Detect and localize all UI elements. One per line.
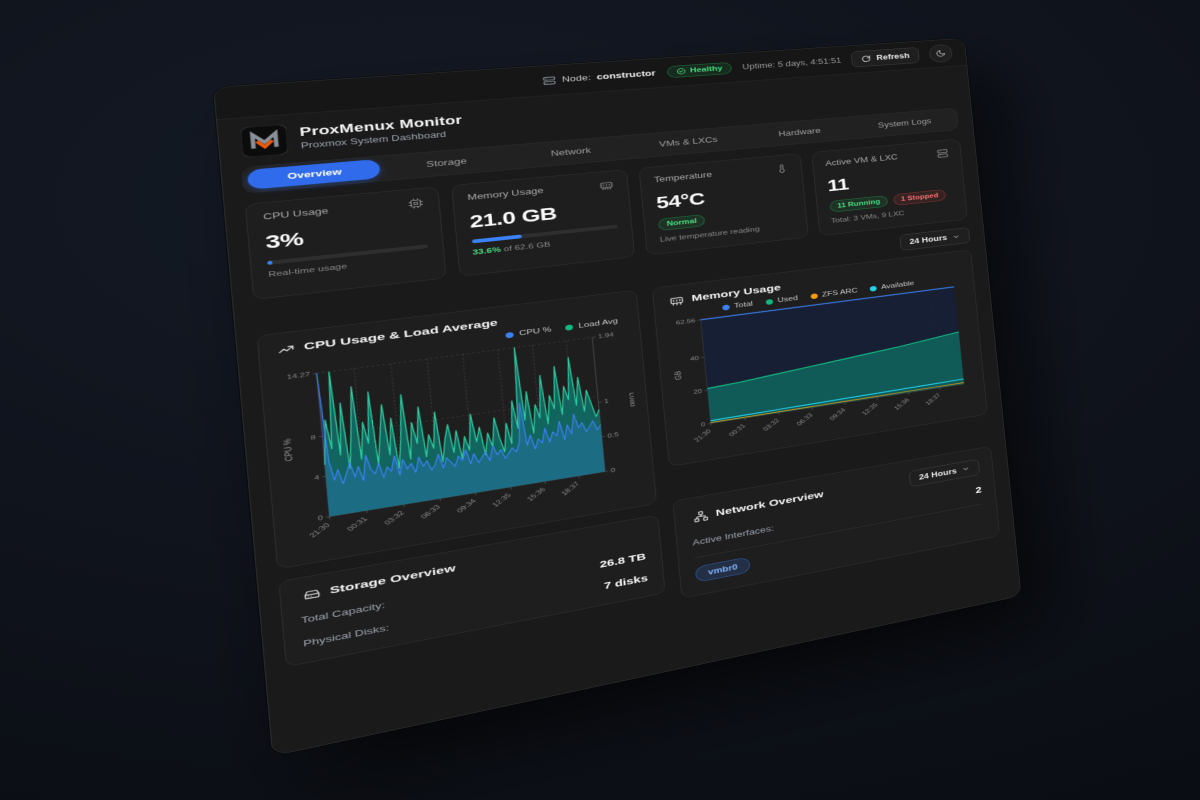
active-vm-lxc-card: Active VM & LXC 11 11 Running 1 Stopped … xyxy=(810,138,968,237)
svg-text:00:31: 00:31 xyxy=(727,422,748,438)
app-header: ProxMenux Monitor Proxmox System Dashboa… xyxy=(217,66,971,168)
legend-dot-zfs-arc xyxy=(810,292,818,300)
app-title-block: ProxMenux Monitor Proxmox System Dashboa… xyxy=(299,114,464,151)
check-circle-icon xyxy=(676,67,687,75)
temperature-card: Temperature 54°C Normal Live temperature… xyxy=(638,153,809,256)
uptime-text: Uptime: 5 days, 4:51:51 xyxy=(742,56,842,72)
svg-text:15:36: 15:36 xyxy=(892,396,911,411)
temperature-card-label: Temperature xyxy=(653,170,713,185)
app-logo xyxy=(240,124,289,158)
svg-text:09:34: 09:34 xyxy=(828,406,848,421)
node-label: Node: xyxy=(561,73,592,84)
cpu-load-chart: 21:30 00:31 03:32 06:33 09:34 12:35 15:36 18:37… xyxy=(281,331,639,539)
trending-up-icon xyxy=(277,342,296,356)
tab-storage[interactable]: Storage xyxy=(383,148,509,178)
network-title: Network Overview xyxy=(715,489,824,519)
dashboard-panel: Node: constructor Healthy Uptime: 5 days… xyxy=(213,37,1022,757)
hard-drive-icon xyxy=(303,587,322,602)
memory-usage-card: Memory Usage 21.0 GB 33.6% of 62.6 GB xyxy=(450,169,636,277)
legend-dot-cpu xyxy=(505,331,515,339)
refresh-icon xyxy=(861,55,871,63)
legend-dot-used xyxy=(765,298,774,305)
svg-text:18:37: 18:37 xyxy=(559,480,581,496)
thermometer-icon xyxy=(774,163,788,174)
memory-card-label: Memory Usage xyxy=(467,186,544,203)
memory-usage-chart: 21:30 00:31 03:32 06:33 09:34 12:35 15:36 18:37… xyxy=(673,280,976,444)
memory-chart-card: Memory Usage Total Used ZFS ARC Availabl… xyxy=(651,249,988,467)
node-name: constructor xyxy=(596,68,656,82)
tab-hardware[interactable]: Hardware xyxy=(746,119,853,145)
storage-overview-card: Storage Overview Total Capacity: 26.8 TB… xyxy=(278,514,666,668)
total-capacity-value: 26.8 TB xyxy=(599,551,647,571)
legend-dot-total xyxy=(721,304,730,311)
network-icon xyxy=(693,509,709,523)
physical-disks-value: 7 disks xyxy=(603,572,649,592)
temperature-status-badge: Normal xyxy=(657,214,706,232)
left-column: CPU Usage & Load Average CPU % Load Avg … xyxy=(256,289,666,668)
legend-dot-available xyxy=(869,285,877,292)
theme-toggle-button[interactable] xyxy=(928,43,954,64)
server-stack-icon xyxy=(936,148,949,159)
chevron-down-icon xyxy=(962,465,971,473)
cpu-chip-icon xyxy=(407,197,424,209)
server-icon xyxy=(542,75,556,85)
memory-icon xyxy=(669,294,685,307)
vm-card-label: Active VM & LXC xyxy=(824,152,899,168)
network-overview-card: Network Overview 24 Hours Active Interfa… xyxy=(672,445,1001,599)
svg-text:0: 0 xyxy=(701,420,706,428)
svg-text:20: 20 xyxy=(693,387,703,395)
svg-text:62.56: 62.56 xyxy=(675,317,695,326)
tab-system-logs[interactable]: System Logs xyxy=(854,111,955,136)
chevron-down-icon xyxy=(952,233,961,240)
cpu-card-label: CPU Usage xyxy=(262,206,329,222)
interface-badge: vmbr0 xyxy=(694,556,751,583)
svg-text:12:35: 12:35 xyxy=(860,401,879,416)
svg-text:GB: GB xyxy=(673,370,683,380)
svg-text:1.94: 1.94 xyxy=(598,331,615,340)
svg-text:0.5: 0.5 xyxy=(607,430,619,439)
active-interfaces-value: 2 xyxy=(975,484,983,496)
svg-text:21:30: 21:30 xyxy=(307,521,332,539)
legend-dot-load xyxy=(565,323,574,331)
svg-text:14.27: 14.27 xyxy=(286,370,310,381)
svg-text:03:32: 03:32 xyxy=(761,417,781,432)
charts-grid: CPU Usage & Load Average CPU % Load Avg … xyxy=(256,249,1001,676)
svg-text:09:34: 09:34 xyxy=(455,497,478,514)
right-column: Memory Usage Total Used ZFS ARC Availabl… xyxy=(651,249,1001,599)
stopped-badge: 1 Stopped xyxy=(893,189,947,206)
svg-text:12:35: 12:35 xyxy=(490,491,513,508)
svg-text:00:31: 00:31 xyxy=(345,515,370,532)
svg-text:0: 0 xyxy=(317,513,323,521)
network-time-range-select[interactable]: 24 Hours xyxy=(908,458,980,488)
node-info: Node: constructor xyxy=(542,69,656,86)
health-badge: Healthy xyxy=(666,62,732,79)
time-range-select[interactable]: 24 Hours xyxy=(899,227,971,251)
svg-text:18:37: 18:37 xyxy=(924,392,943,407)
svg-text:06:33: 06:33 xyxy=(795,412,815,427)
tab-vms-lxcs[interactable]: VMs & LXCs xyxy=(631,128,744,155)
svg-text:8: 8 xyxy=(310,433,316,441)
tab-network[interactable]: Network xyxy=(511,138,630,166)
svg-text:15:36: 15:36 xyxy=(525,486,548,503)
svg-text:4: 4 xyxy=(314,473,320,481)
svg-text:Load: Load xyxy=(628,392,639,407)
tilted-dashboard-window: Node: constructor Healthy Uptime: 5 days… xyxy=(213,37,1022,757)
cpu-load-chart-card: CPU Usage & Load Average CPU % Load Avg … xyxy=(256,289,658,570)
running-badge: 11 Running xyxy=(829,195,889,213)
refresh-button[interactable]: Refresh xyxy=(850,47,920,68)
memory-progress-fill xyxy=(471,234,522,244)
cpu-progress-fill xyxy=(267,260,273,266)
svg-text:21:30: 21:30 xyxy=(692,428,713,444)
moon-icon xyxy=(935,49,946,57)
svg-text:CPU %: CPU % xyxy=(281,438,294,462)
svg-text:06:33: 06:33 xyxy=(419,503,443,520)
svg-text:03:32: 03:32 xyxy=(382,509,406,526)
memory-stick-icon xyxy=(599,180,615,192)
svg-text:1: 1 xyxy=(604,397,610,405)
svg-text:0: 0 xyxy=(610,466,616,474)
svg-text:40: 40 xyxy=(690,354,700,362)
cpu-usage-card: CPU Usage 3% Real-time usage xyxy=(244,186,447,300)
